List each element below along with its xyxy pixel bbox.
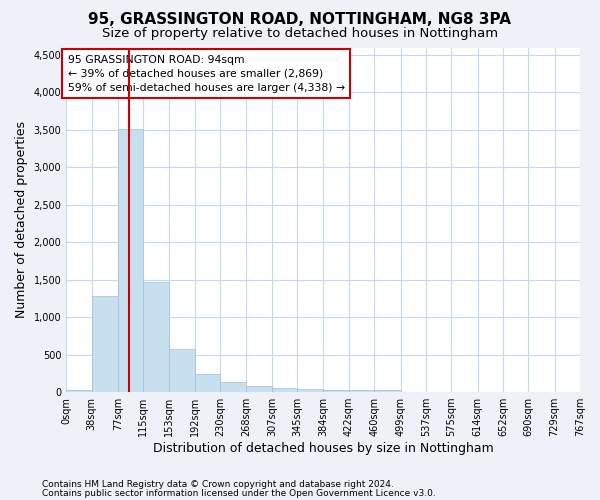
Bar	[323, 390, 349, 392]
Text: Size of property relative to detached houses in Nottingham: Size of property relative to detached ho…	[102, 28, 498, 40]
Bar	[298, 388, 323, 392]
Text: Contains HM Land Registry data © Crown copyright and database right 2024.: Contains HM Land Registry data © Crown c…	[42, 480, 394, 489]
Bar	[246, 386, 272, 392]
Bar	[374, 390, 401, 392]
Bar	[220, 382, 246, 392]
Text: 95 GRASSINGTON ROAD: 94sqm
← 39% of detached houses are smaller (2,869)
59% of s: 95 GRASSINGTON ROAD: 94sqm ← 39% of deta…	[68, 54, 345, 92]
Bar	[169, 348, 195, 392]
Bar	[195, 374, 220, 392]
Text: 95, GRASSINGTON ROAD, NOTTINGHAM, NG8 3PA: 95, GRASSINGTON ROAD, NOTTINGHAM, NG8 3P…	[89, 12, 511, 28]
Bar	[118, 129, 143, 392]
Bar	[143, 282, 169, 392]
X-axis label: Distribution of detached houses by size in Nottingham: Distribution of detached houses by size …	[153, 442, 494, 455]
Text: Contains public sector information licensed under the Open Government Licence v3: Contains public sector information licen…	[42, 488, 436, 498]
Bar	[272, 388, 298, 392]
Bar	[66, 390, 92, 392]
Bar	[92, 296, 118, 392]
Y-axis label: Number of detached properties: Number of detached properties	[15, 122, 28, 318]
Bar	[349, 390, 374, 392]
